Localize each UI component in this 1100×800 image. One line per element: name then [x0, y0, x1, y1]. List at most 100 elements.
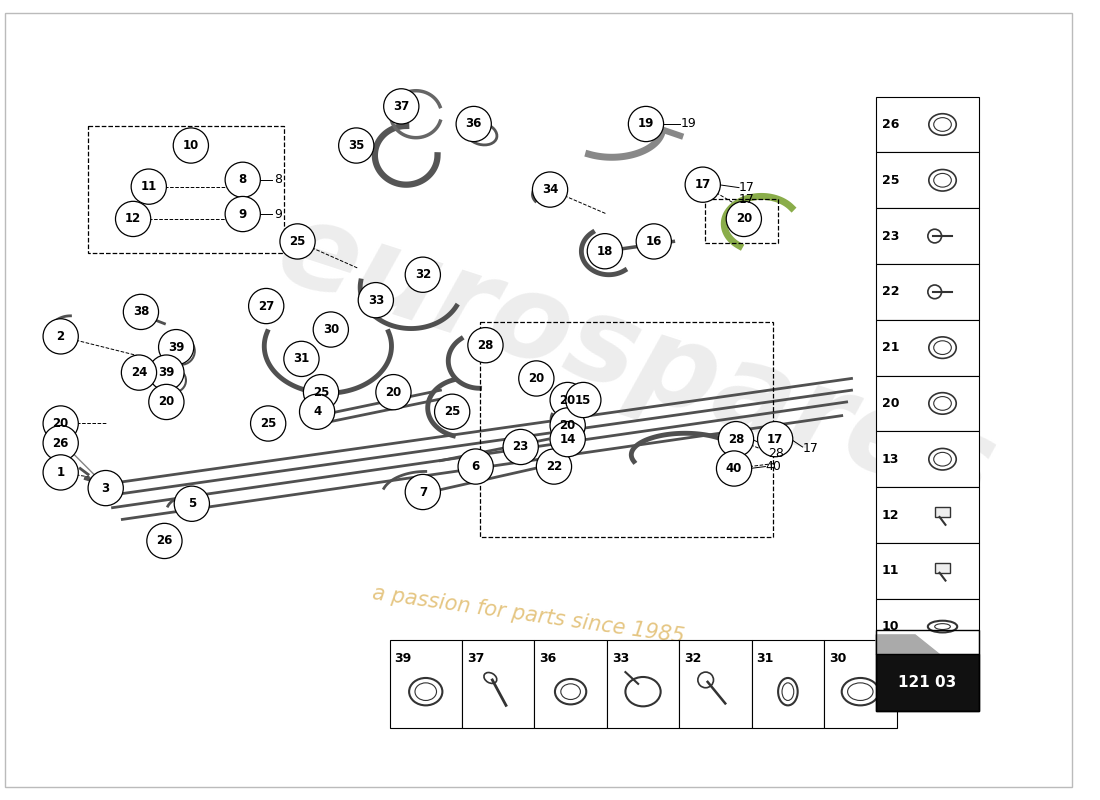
Text: 24: 24 [131, 366, 147, 379]
Text: 10: 10 [882, 620, 900, 633]
Text: 36: 36 [539, 651, 557, 665]
Text: 23: 23 [882, 230, 899, 242]
Text: 38: 38 [133, 306, 150, 318]
Text: 17: 17 [803, 442, 818, 455]
Circle shape [550, 382, 585, 418]
Bar [876, 97, 979, 152]
Text: 17: 17 [739, 193, 755, 206]
Circle shape [468, 327, 503, 363]
Text: 34: 34 [542, 183, 558, 196]
Circle shape [434, 394, 470, 430]
Text: 13: 13 [882, 453, 899, 466]
Bar [607, 640, 679, 728]
Circle shape [279, 224, 316, 259]
Text: 15: 15 [575, 394, 592, 406]
Text: 19: 19 [680, 118, 696, 130]
Bar [876, 152, 979, 208]
Text: 9: 9 [274, 207, 282, 221]
Text: 28: 28 [728, 433, 745, 446]
Text: 22: 22 [546, 460, 562, 473]
Bar [876, 320, 979, 375]
Bar [935, 507, 950, 517]
Circle shape [43, 455, 78, 490]
Text: 39: 39 [158, 366, 175, 379]
Text: 3: 3 [101, 482, 110, 494]
Text: 17: 17 [694, 178, 711, 191]
Circle shape [519, 361, 554, 396]
Text: 26: 26 [882, 118, 899, 131]
Text: 25: 25 [289, 235, 306, 248]
Text: 20: 20 [528, 372, 544, 385]
Circle shape [158, 330, 194, 365]
Text: 20: 20 [53, 417, 69, 430]
Text: 22: 22 [882, 286, 900, 298]
Circle shape [314, 312, 349, 347]
Text: 1: 1 [56, 466, 65, 479]
Text: 36: 36 [465, 118, 482, 130]
Circle shape [299, 394, 334, 430]
Circle shape [628, 106, 663, 142]
Circle shape [123, 294, 158, 330]
Text: 25: 25 [882, 174, 900, 186]
Text: 23: 23 [513, 441, 529, 454]
Text: 30: 30 [829, 651, 846, 665]
Bar [679, 640, 751, 728]
Circle shape [359, 282, 394, 318]
Text: 31: 31 [294, 352, 309, 366]
Text: 11: 11 [882, 564, 900, 578]
Text: 33: 33 [612, 651, 629, 665]
Bar [876, 630, 979, 711]
Bar [876, 431, 979, 487]
Circle shape [726, 202, 761, 237]
Bar [876, 487, 979, 543]
Bar [389, 640, 462, 728]
Bar [876, 264, 979, 320]
Circle shape [456, 106, 492, 142]
Text: 10: 10 [183, 139, 199, 152]
Circle shape [384, 89, 419, 124]
Circle shape [376, 374, 411, 410]
Text: 20: 20 [158, 395, 175, 409]
Text: 26: 26 [53, 437, 69, 450]
Circle shape [173, 128, 209, 163]
Text: 25: 25 [312, 386, 329, 398]
Text: 40: 40 [726, 462, 742, 475]
Text: 33: 33 [367, 294, 384, 306]
Circle shape [43, 406, 78, 441]
Text: 20: 20 [560, 419, 575, 432]
Text: 5: 5 [188, 498, 196, 510]
Text: 17: 17 [767, 433, 783, 446]
Circle shape [284, 342, 319, 377]
Text: 32: 32 [684, 651, 702, 665]
Circle shape [116, 202, 151, 237]
Circle shape [550, 408, 585, 443]
Bar [935, 563, 950, 573]
Circle shape [88, 470, 123, 506]
Circle shape [304, 374, 339, 410]
Circle shape [758, 422, 793, 457]
Text: 30: 30 [322, 323, 339, 336]
Text: 28: 28 [768, 447, 784, 460]
Text: 18: 18 [596, 245, 613, 258]
Text: 11: 11 [141, 180, 157, 193]
Text: 4: 4 [314, 406, 321, 418]
Circle shape [339, 128, 374, 163]
Circle shape [685, 167, 720, 202]
Text: 17: 17 [739, 181, 755, 194]
Text: 21: 21 [882, 341, 900, 354]
Bar [876, 543, 979, 598]
Circle shape [405, 474, 440, 510]
Text: 20: 20 [882, 397, 900, 410]
Circle shape [249, 289, 284, 324]
Circle shape [537, 449, 572, 484]
Bar [751, 640, 824, 728]
Bar [480, 322, 773, 537]
Circle shape [226, 162, 261, 198]
Circle shape [405, 257, 440, 292]
Bar [824, 640, 896, 728]
Text: 16: 16 [646, 235, 662, 248]
Bar [462, 640, 535, 728]
Text: 28: 28 [477, 338, 494, 352]
Circle shape [148, 384, 184, 419]
Text: 2: 2 [56, 330, 65, 343]
